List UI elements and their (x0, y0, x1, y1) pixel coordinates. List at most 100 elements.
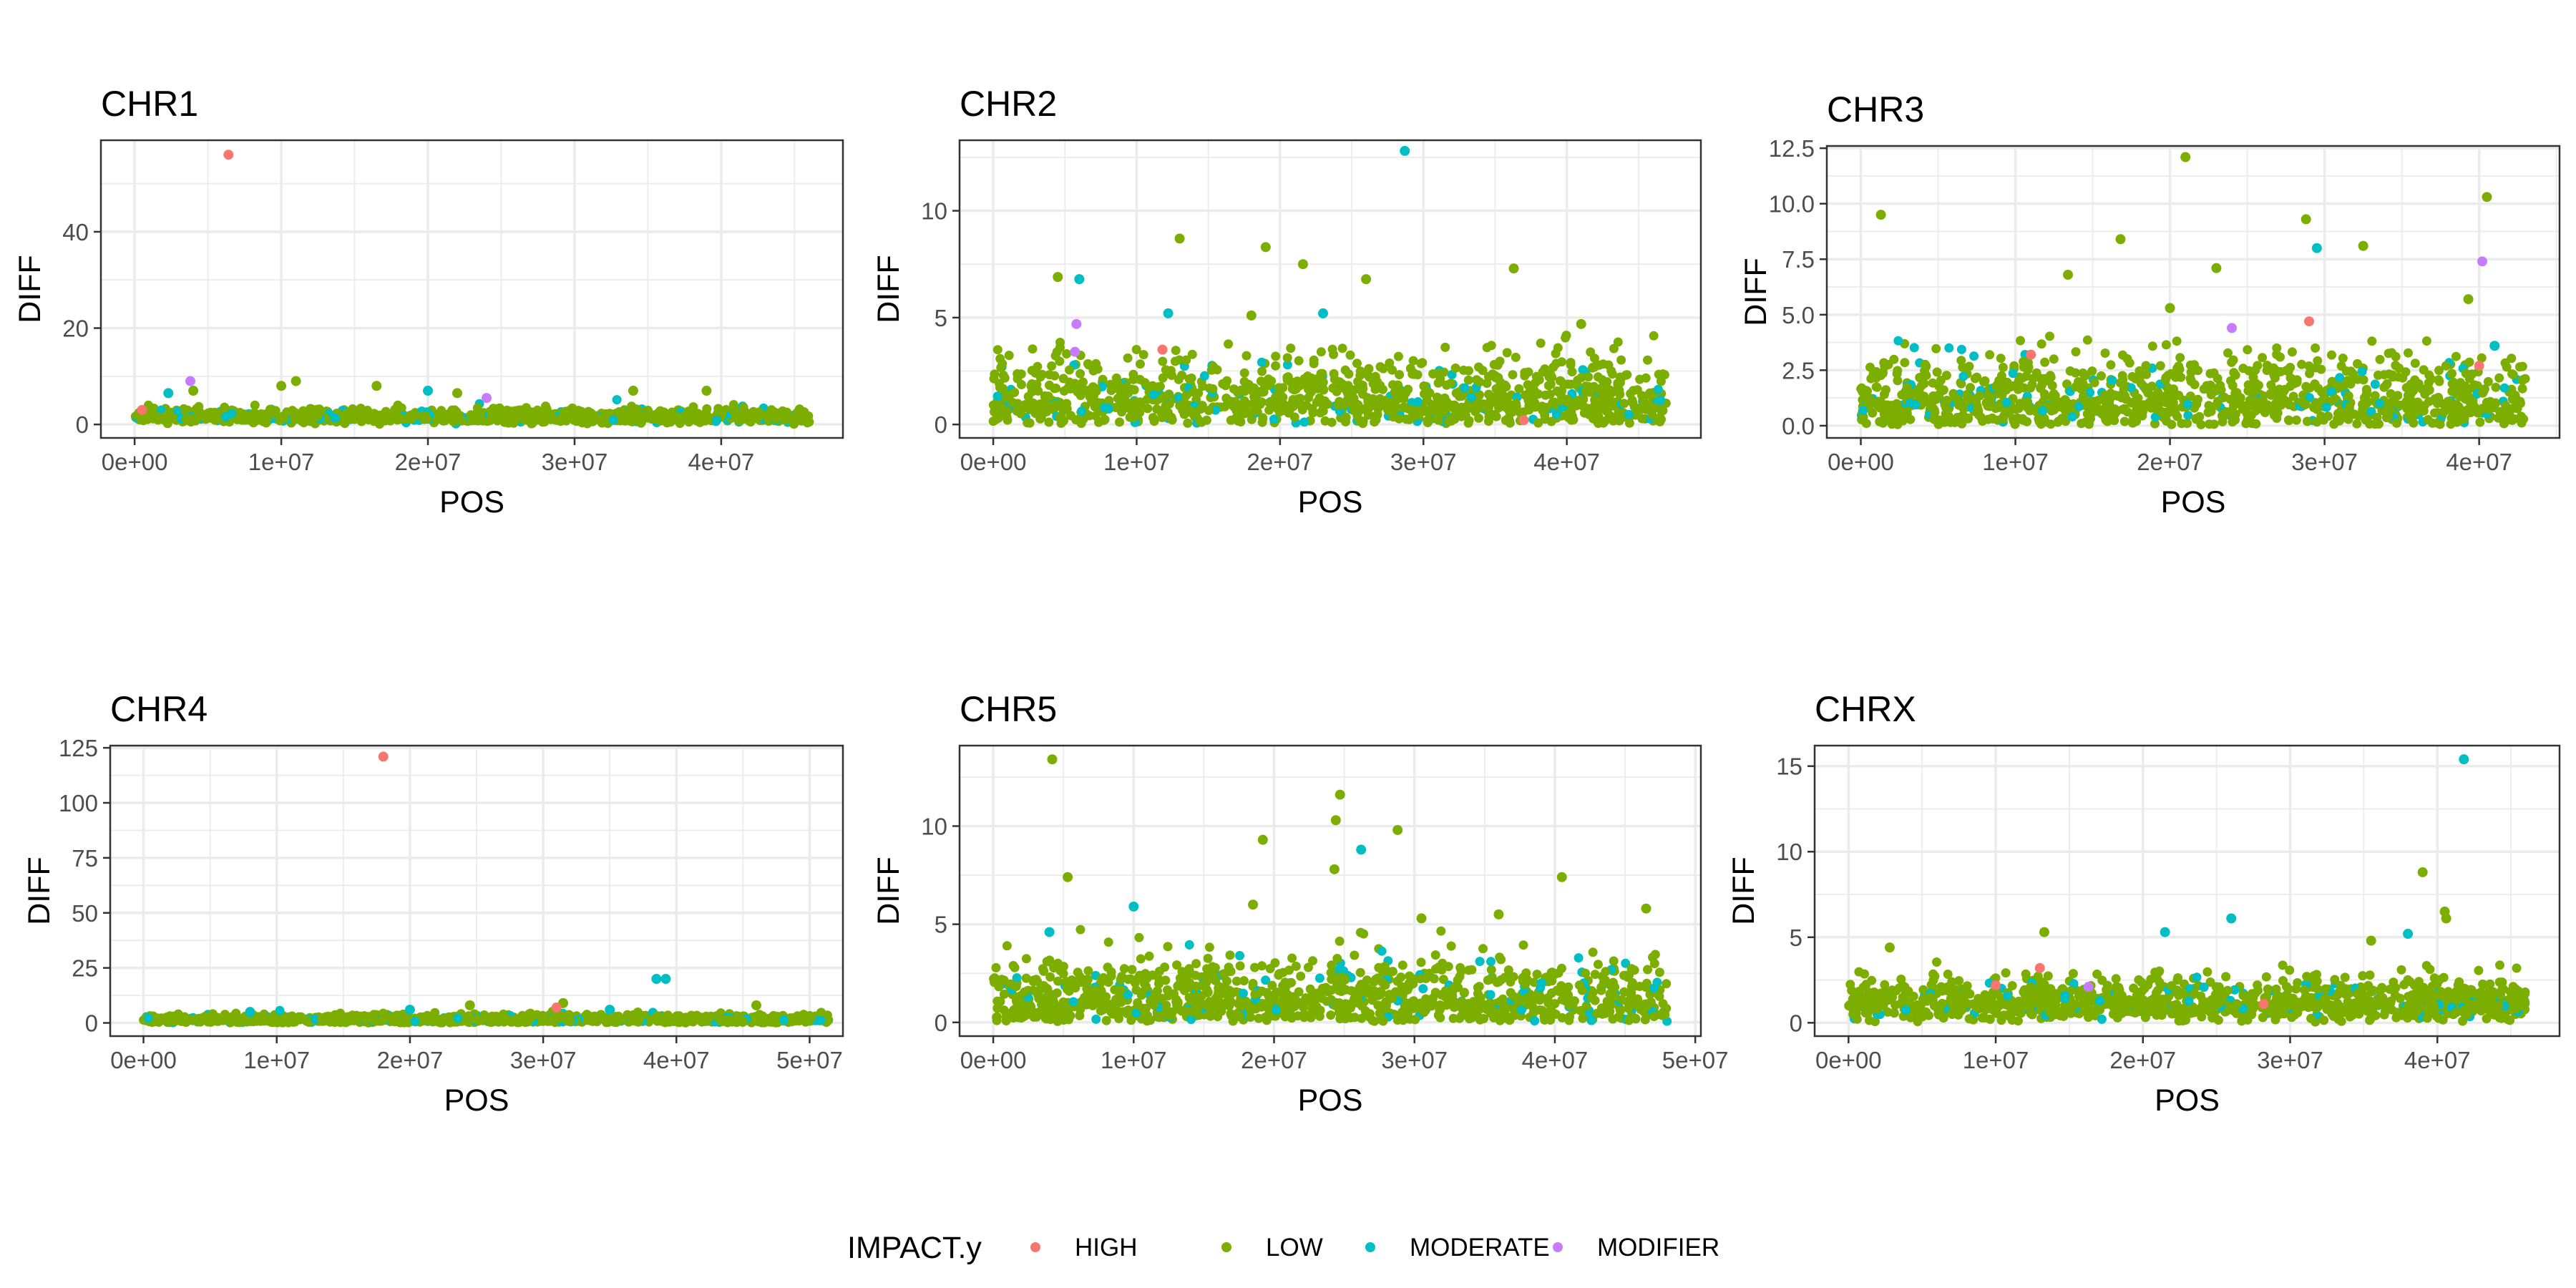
point-high (223, 150, 234, 160)
point-low (1035, 372, 1045, 382)
point-low (1233, 388, 1243, 397)
point-low (452, 388, 463, 399)
point-low (2447, 369, 2457, 379)
point-low (2446, 413, 2457, 423)
point-moderate (2126, 383, 2136, 393)
point-low (464, 1000, 475, 1010)
point-low (1614, 416, 1624, 426)
point-low (2115, 234, 2126, 245)
point-low (1861, 419, 1871, 429)
point-low (2305, 369, 2315, 379)
point-low (2135, 400, 2145, 410)
point-low (1289, 401, 1299, 411)
point-low (2411, 405, 2421, 414)
point-low (592, 414, 602, 424)
point-low (1936, 386, 1946, 396)
point-low (1045, 972, 1055, 982)
point-low (1597, 375, 1607, 385)
point-low (1152, 404, 1162, 414)
point-low (648, 411, 658, 421)
point-moderate (816, 1015, 826, 1025)
point-low (2147, 381, 2157, 391)
point-low (1563, 379, 1573, 389)
point-moderate (1257, 357, 1267, 367)
point-low (1956, 418, 1966, 428)
point-low (728, 406, 738, 416)
point-moderate (2370, 379, 2380, 389)
point-low (1902, 406, 1912, 416)
point-low (2218, 416, 2228, 426)
point-moderate (1077, 406, 1087, 416)
point-low (1548, 362, 1558, 372)
point-low (2135, 374, 2145, 383)
point-low (149, 404, 159, 414)
point-low (1226, 415, 1236, 425)
point-low (1075, 369, 1085, 379)
point-low (1562, 394, 1572, 404)
point-moderate (1653, 384, 1663, 394)
point-low (1579, 394, 1589, 404)
point-low (2243, 345, 2253, 355)
point-low (1416, 358, 1426, 369)
point-low (2401, 367, 2411, 377)
point-low (1075, 414, 1085, 424)
point-low (1388, 412, 1398, 422)
point-low (1502, 348, 1512, 358)
point-low (1395, 386, 1405, 396)
point-low (2499, 419, 2509, 429)
point-low (1196, 404, 1206, 414)
point-low (1438, 975, 1448, 985)
point-low (1289, 412, 1299, 422)
point-low (2119, 384, 2129, 394)
point-low (2147, 391, 2157, 401)
point-low (306, 416, 316, 426)
point-low (1328, 383, 1338, 393)
point-low (1460, 403, 1470, 413)
point-low (1607, 369, 1617, 379)
point-low (1128, 374, 1138, 384)
point-low (2384, 411, 2394, 421)
point-low (1459, 988, 1469, 998)
point-low (1879, 389, 1889, 399)
x-tick-label: 0e+00 (960, 449, 1027, 475)
point-low (1958, 362, 1968, 372)
point-low (1099, 415, 1109, 425)
point-low (1923, 397, 1933, 407)
point-low (2135, 366, 2145, 376)
point-low (1117, 407, 1127, 417)
baseline-point-cloud (139, 1005, 834, 1028)
point-low (1138, 350, 1148, 360)
point-low (2427, 418, 2437, 428)
panel-title: CHR2 (960, 84, 1057, 124)
point-low (1548, 398, 1558, 408)
point-low (1950, 392, 1960, 402)
point-low (2015, 399, 2025, 409)
point-low (2142, 369, 2151, 379)
point-low (1073, 387, 1083, 397)
point-low (313, 411, 323, 421)
point-low (775, 413, 784, 423)
y-tick-label: 75 (72, 845, 98, 872)
point-low (1393, 351, 1403, 361)
point-low (1187, 349, 1197, 359)
point-low (2053, 417, 2063, 427)
point-low (2507, 394, 2517, 404)
point-low (1861, 386, 1871, 396)
point-moderate (1317, 308, 1328, 318)
point-low (1116, 394, 1126, 404)
point-low (1241, 399, 1252, 409)
point-low (339, 416, 349, 426)
point-low (1536, 338, 1546, 348)
point-low (1297, 259, 1308, 270)
point-low (2278, 387, 2288, 396)
point-modifier (185, 376, 196, 386)
y-axis-title: DIFF (872, 255, 906, 323)
point-low (545, 1016, 555, 1026)
x-tick-label: 0e+00 (1828, 449, 1894, 475)
point-low (1131, 345, 1141, 354)
point-low (250, 400, 260, 410)
point-low (2258, 396, 2268, 406)
point-low (1091, 411, 1101, 421)
point-low (2323, 411, 2333, 421)
point-low (1584, 384, 1594, 394)
